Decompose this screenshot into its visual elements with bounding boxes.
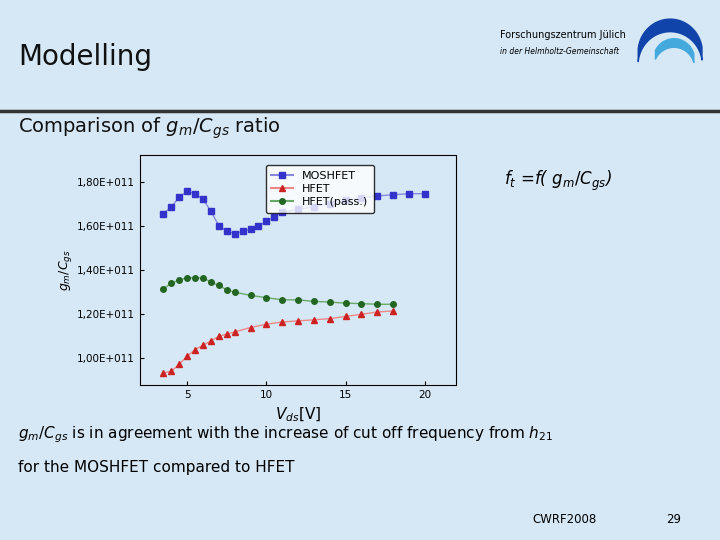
Text: for the MOSHFET compared to HFET: for the MOSHFET compared to HFET [18, 460, 294, 475]
Text: in der Helmholtz-Gemeinschaft: in der Helmholtz-Gemeinschaft [500, 47, 619, 56]
X-axis label: $V_{ds}$[V]: $V_{ds}$[V] [275, 406, 321, 424]
Text: Comparison of $g_m/C_{gs}$ ratio: Comparison of $g_m/C_{gs}$ ratio [18, 116, 281, 141]
Text: $f_t$ =f( $g_m/C_{gs}$): $f_t$ =f( $g_m/C_{gs}$) [504, 169, 612, 193]
Text: Forschungszentrum Jülich: Forschungszentrum Jülich [500, 30, 626, 40]
Text: Modelling: Modelling [18, 43, 152, 71]
Y-axis label: $g_m/C_{gs}$: $g_m/C_{gs}$ [57, 249, 74, 291]
Text: 29: 29 [666, 513, 681, 526]
Text: $g_m/C_{gs}$ is in agreement with the increase of cut off frequency from $h_{21}: $g_m/C_{gs}$ is in agreement with the in… [18, 424, 553, 445]
Text: CWRF2008: CWRF2008 [533, 513, 597, 526]
Legend: MOSHFET, HFET, HFET(pass.): MOSHFET, HFET, HFET(pass.) [266, 165, 374, 213]
